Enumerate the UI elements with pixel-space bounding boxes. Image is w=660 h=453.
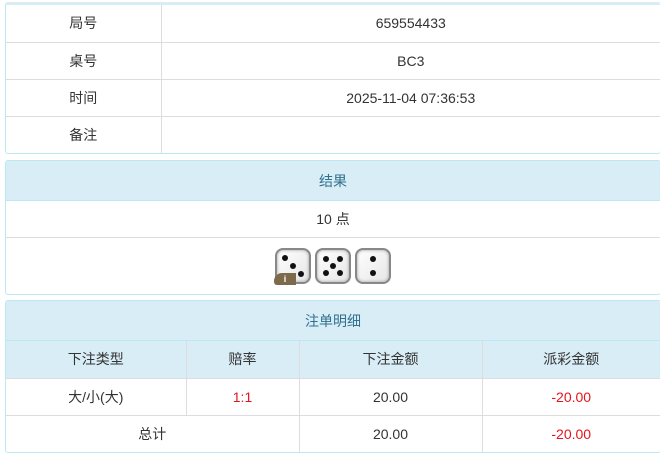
table-row: 局号 659554433	[6, 5, 660, 43]
bet-amount: 20.00	[298, 377, 483, 416]
result-title: 结果	[6, 161, 660, 201]
total-amount: 20.00	[298, 414, 483, 452]
die-pip	[370, 270, 376, 277]
die-pip	[322, 270, 329, 277]
label: 局号	[6, 5, 162, 43]
die-pip	[330, 263, 336, 269]
dice-row: i	[6, 238, 660, 294]
round-id: 659554433	[160, 5, 660, 43]
info-panel: 局号 659554433 桌号 BC3 时间 2025-11-04 07:36:53 …	[5, 2, 660, 154]
table-id: BC3	[160, 41, 660, 80]
die-3: i	[274, 248, 311, 285]
die-pip	[298, 271, 304, 277]
remark	[160, 115, 660, 153]
label: 桌号	[6, 41, 162, 80]
bets-panel: 注单明细 下注类型 赔率 下注金额 派彩金额 大/小(大) 1:1 20.00 …	[5, 300, 660, 453]
header-row: 下注类型 赔率 下注金额 派彩金额	[6, 341, 660, 379]
die-pip	[337, 270, 344, 277]
info-table: 局号 659554433 桌号 BC3 时间 2025-11-04 07:36:53 …	[6, 5, 660, 153]
total-row: 总计 20.00 -20.00	[6, 414, 660, 452]
odds: 1:1	[185, 377, 300, 416]
bets-title: 注单明细	[6, 301, 660, 341]
die-5	[315, 248, 351, 284]
col-header: 派彩金额	[481, 341, 660, 379]
col-header: 下注金额	[298, 341, 483, 379]
time: 2025-11-04 07:36:53	[160, 78, 660, 117]
col-header: 下注类型	[6, 341, 187, 379]
result-points: 10 点	[6, 201, 660, 238]
label: 备注	[6, 115, 162, 153]
result-panel: 结果 10 点 i	[5, 160, 660, 295]
die-pip	[290, 263, 296, 269]
bet-type: 大/小(大)	[6, 377, 187, 416]
die-pip	[282, 255, 288, 261]
total-payout: -20.00	[481, 414, 660, 452]
total-label: 总计	[6, 414, 300, 452]
bets-table: 下注类型 赔率 下注金额 派彩金额 大/小(大) 1:1 20.00 -20.0…	[6, 341, 660, 452]
table-row: 时间 2025-11-04 07:36:53	[6, 78, 660, 117]
die-pip	[370, 255, 376, 262]
table-row: 桌号 BC3	[6, 41, 660, 80]
die-pip	[322, 255, 329, 262]
table-row: 备注	[6, 115, 660, 153]
die-pip	[337, 255, 344, 262]
label: 时间	[6, 78, 162, 117]
payout: -20.00	[481, 377, 660, 416]
table-row: 大/小(大) 1:1 20.00 -20.00	[6, 377, 660, 416]
col-header: 赔率	[185, 341, 300, 379]
info-icon[interactable]: i	[274, 273, 296, 285]
die-2	[355, 248, 391, 284]
